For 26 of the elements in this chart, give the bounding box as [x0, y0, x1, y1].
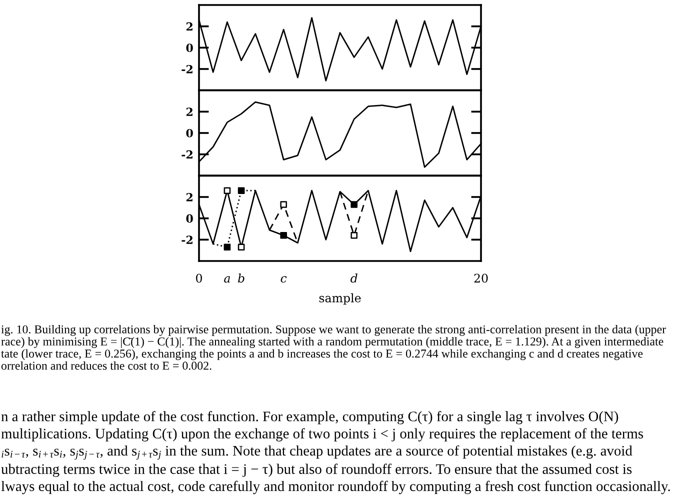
x-tick-label: b [238, 274, 244, 283]
y-tick-label: 2 [186, 22, 192, 31]
y-tick-label: 2 [186, 108, 192, 116]
y-tick-label: -2 [182, 150, 192, 159]
point [280, 232, 288, 239]
point [350, 201, 358, 208]
point [238, 187, 245, 194]
point [350, 232, 358, 239]
x-axis-title: sample [319, 293, 361, 305]
point [280, 201, 288, 208]
point [238, 244, 245, 251]
x-tick-label: 0 [196, 274, 202, 283]
y-tick-label: 0 [186, 128, 193, 138]
y-tick-label: 0 [186, 214, 193, 223]
point [224, 187, 231, 194]
text: n a rather simple update of the cost function. For example, computing C(τ) for a single lag τ involves O(N) multiplications. Updating C(τ) upon the exchange of two points i < j only requires the replacement of the terms $_{i}$s$_{i−τ}$, s$_{i+τ}$s$_{i}$, s$_{j}$s$_{j−τ}$, and s$_{j+τ}$s$_{j}$ in the sum. Note that cheap updates are a source of potential mistakes (e.g. avoid ubtracting terms twice in the case that i = j − τ) but also of roundoff errors. To ensure that the assumed cost is lways equal to the actual cost, code carefully and monitor roundoff by computing a fresh cost function occasionally. [1, 411, 670, 494]
point [224, 244, 231, 251]
y-tick-label: -2 [182, 236, 192, 244]
y-tick-label: -2 [182, 64, 192, 74]
y-tick-label: 0 [186, 44, 193, 52]
text: ig. 10. Building up correlations by pairwise permutation. Suppose we want to generate the strong anti-correlation present in the data (upper race) by minimising E = |C̄(1) − C(1)|. The annealing started with a random permutation (middle trace, E = 1.129). At a given intermediate tate (lower trace, E = 0.256), exchanging the points a and b increases the cost to E = 0.2744 while exchanging c and d creates negative orrelation and reduces the cost to E = 0.002. [1, 325, 666, 370]
x-tick-label: c [280, 276, 287, 283]
x-tick-label: 20 [474, 274, 488, 283]
x-tick-label: a [224, 276, 230, 283]
y-tick-label: 2 [186, 192, 192, 202]
x-tick-label: d [350, 274, 358, 283]
